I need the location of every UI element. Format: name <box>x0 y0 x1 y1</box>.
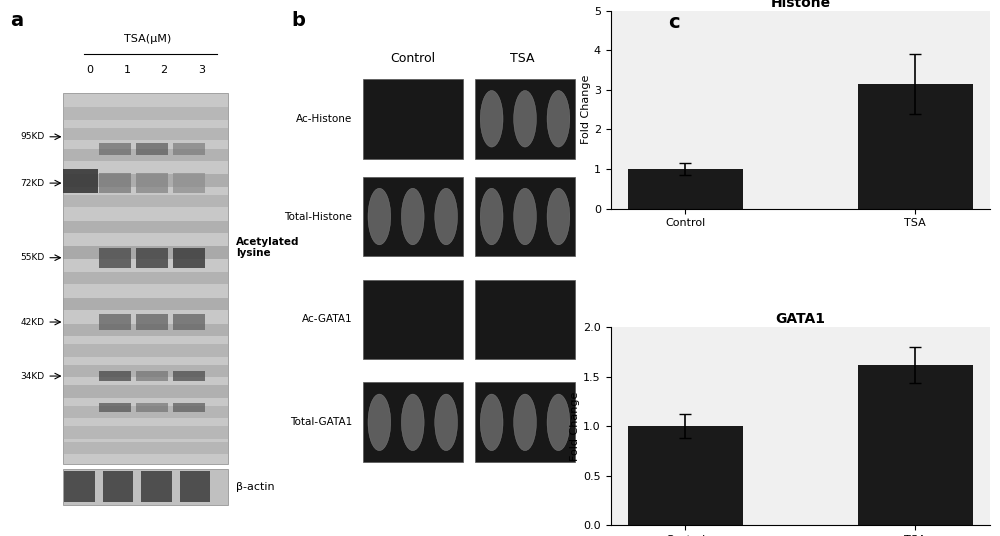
Ellipse shape <box>514 91 536 147</box>
Text: Control: Control <box>390 52 435 65</box>
Bar <box>99 173 131 193</box>
Bar <box>475 177 575 256</box>
Bar <box>63 364 228 377</box>
Ellipse shape <box>435 188 458 245</box>
Bar <box>63 442 228 455</box>
Bar <box>136 173 168 193</box>
Text: TSA(μM): TSA(μM) <box>124 34 172 44</box>
Bar <box>63 195 228 207</box>
Text: Acetylated
lysine: Acetylated lysine <box>236 236 299 258</box>
Text: 55KD: 55KD <box>20 253 45 262</box>
Bar <box>63 468 228 505</box>
Ellipse shape <box>547 91 570 147</box>
Text: 95KD: 95KD <box>20 132 45 142</box>
Text: b: b <box>291 11 305 29</box>
Text: 34KD: 34KD <box>20 371 45 381</box>
Bar <box>63 324 228 336</box>
Bar <box>136 371 168 381</box>
Bar <box>173 371 205 381</box>
Bar <box>858 365 973 525</box>
Bar <box>141 471 172 502</box>
Bar <box>475 280 575 359</box>
Y-axis label: Fold Change: Fold Change <box>570 392 580 461</box>
Text: a: a <box>10 11 23 29</box>
Bar <box>136 249 168 268</box>
Ellipse shape <box>401 188 424 245</box>
Text: 72KD: 72KD <box>20 178 45 188</box>
Ellipse shape <box>547 188 570 245</box>
Bar <box>475 79 575 159</box>
Ellipse shape <box>514 188 536 245</box>
Bar <box>136 144 168 155</box>
Bar <box>99 249 131 268</box>
Bar <box>475 383 575 462</box>
Ellipse shape <box>480 394 503 451</box>
Text: 42KD: 42KD <box>21 317 45 326</box>
Bar <box>63 107 228 120</box>
Bar <box>63 247 228 259</box>
Bar <box>628 169 743 209</box>
Bar <box>63 148 228 161</box>
Ellipse shape <box>368 188 391 245</box>
Bar <box>363 280 463 359</box>
Title: Histone: Histone <box>770 0 830 10</box>
Bar <box>173 144 205 155</box>
Bar <box>63 93 228 464</box>
Bar <box>103 471 133 502</box>
Text: 0: 0 <box>86 65 93 75</box>
Bar <box>136 403 168 412</box>
Bar <box>63 174 228 187</box>
Text: 2: 2 <box>160 65 168 75</box>
Ellipse shape <box>401 394 424 451</box>
Bar <box>173 173 205 193</box>
Text: c: c <box>668 13 680 32</box>
Text: Total-GATA1: Total-GATA1 <box>290 418 352 427</box>
Bar <box>63 169 98 193</box>
Bar <box>63 427 228 439</box>
Text: 3: 3 <box>198 65 205 75</box>
Text: 1: 1 <box>123 65 130 75</box>
Text: TSA: TSA <box>510 52 534 65</box>
Bar <box>173 314 205 330</box>
Bar <box>63 298 228 310</box>
Text: Ac-GATA1: Ac-GATA1 <box>301 315 352 324</box>
Ellipse shape <box>480 188 503 245</box>
Bar <box>858 84 973 209</box>
Ellipse shape <box>547 394 570 451</box>
Bar <box>173 249 205 268</box>
Ellipse shape <box>480 91 503 147</box>
Bar <box>99 314 131 330</box>
Bar <box>363 79 463 159</box>
Bar <box>363 177 463 256</box>
Bar <box>63 128 228 140</box>
Bar <box>136 314 168 330</box>
Bar <box>99 144 131 155</box>
Bar <box>180 471 210 502</box>
Text: Ac-Histone: Ac-Histone <box>296 114 352 124</box>
Bar <box>63 272 228 285</box>
Bar <box>63 385 228 398</box>
Bar <box>64 471 95 502</box>
Bar <box>63 221 228 233</box>
Bar <box>628 426 743 525</box>
Ellipse shape <box>514 394 536 451</box>
Bar <box>99 403 131 412</box>
Y-axis label: Fold Change: Fold Change <box>581 75 591 144</box>
Bar <box>99 371 131 381</box>
Title: GATA1: GATA1 <box>775 312 825 326</box>
Bar <box>63 406 228 418</box>
Bar <box>363 383 463 462</box>
Text: β-actin: β-actin <box>236 482 274 492</box>
Ellipse shape <box>435 394 458 451</box>
Ellipse shape <box>368 394 391 451</box>
Text: Total-Histone: Total-Histone <box>284 212 352 221</box>
Bar <box>173 403 205 412</box>
Bar <box>63 344 228 356</box>
